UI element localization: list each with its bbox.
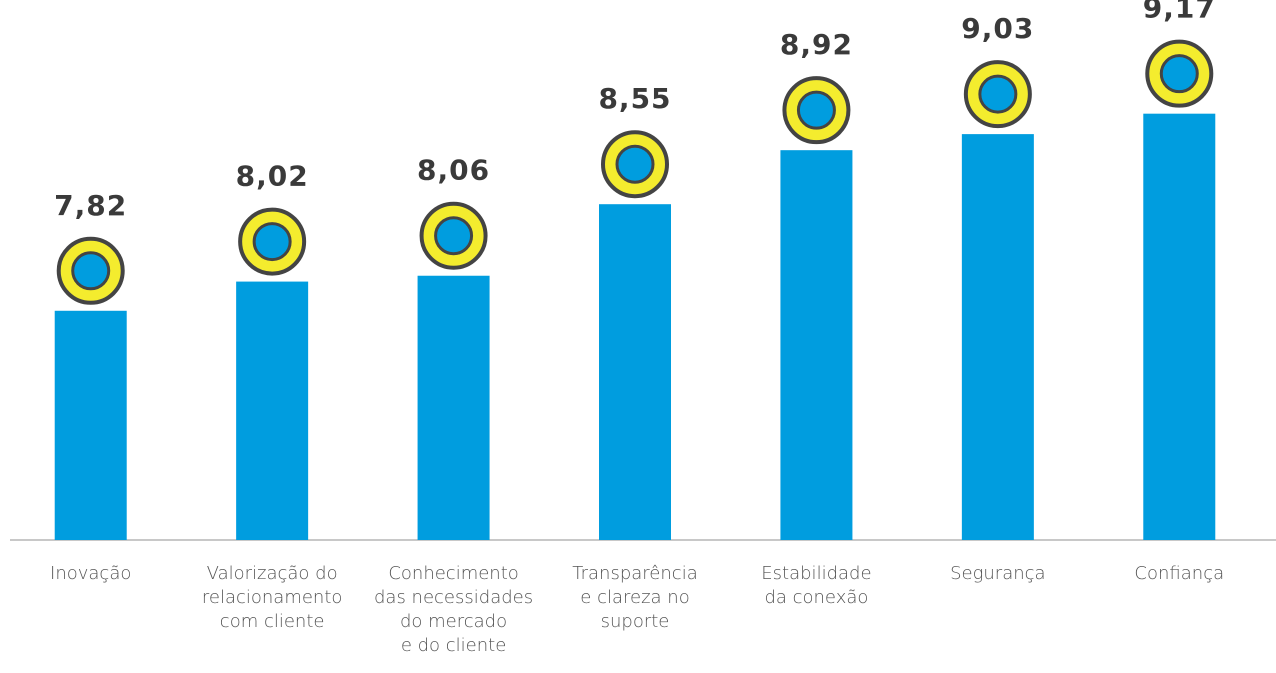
value-label: 8,06 xyxy=(417,154,490,187)
bar xyxy=(599,204,671,540)
icon-shape xyxy=(1161,56,1197,92)
bar xyxy=(780,150,852,540)
value-label: 7,82 xyxy=(54,189,127,222)
icon-shape xyxy=(73,253,109,289)
icon xyxy=(59,239,123,303)
bar xyxy=(962,134,1034,540)
icon-shape xyxy=(980,76,1016,112)
x-tick-label: Transparência e clareza no suporte xyxy=(545,562,725,634)
x-tick-label: Valorização do relacionamento com client… xyxy=(182,562,362,634)
bar xyxy=(55,311,127,540)
value-label: 9,17 xyxy=(1143,0,1216,25)
bar xyxy=(418,276,490,540)
x-tick-label: Estabilidade da conexão xyxy=(726,562,906,610)
bar xyxy=(1143,114,1215,540)
icon xyxy=(784,78,848,142)
icon xyxy=(422,204,486,268)
value-label: 8,02 xyxy=(236,160,309,193)
x-tick-label: Conhecimento das necessidades do mercado… xyxy=(364,562,544,658)
x-tick-label: Confiança xyxy=(1089,562,1269,586)
icon-shape xyxy=(798,92,834,128)
icon xyxy=(240,210,304,274)
icon xyxy=(966,62,1030,126)
icon xyxy=(603,132,667,196)
bar xyxy=(236,282,308,540)
value-label: 8,55 xyxy=(598,82,671,115)
x-tick-label: Inovação xyxy=(1,562,181,586)
x-tick-label: Segurança xyxy=(908,562,1088,586)
icon-shape xyxy=(617,146,653,182)
value-label: 8,92 xyxy=(780,28,853,61)
value-label: 9,03 xyxy=(961,12,1034,45)
chart: 7,82 8,02 8,06 8,55 8,92 9,03 9,17 InovaçãoVal… xyxy=(0,0,1276,673)
icon xyxy=(1147,42,1211,106)
icon-shape xyxy=(254,224,290,260)
icon-shape xyxy=(436,218,472,254)
